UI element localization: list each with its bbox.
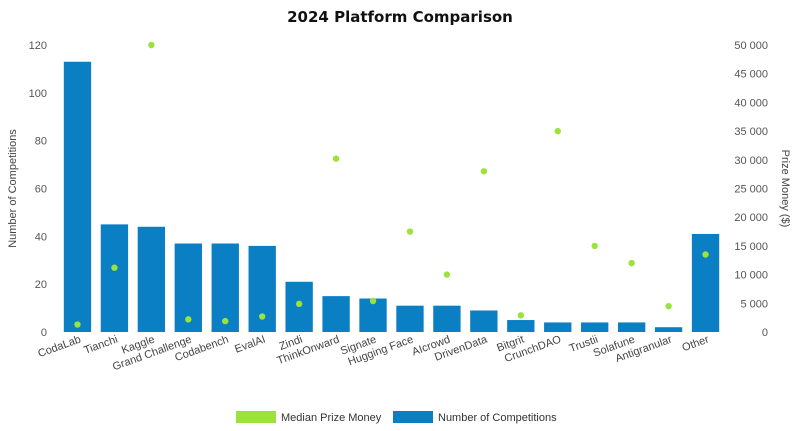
bar-aicrowd: [433, 305, 461, 332]
point-antigranular: [665, 302, 672, 310]
right-tick-label: 30 000: [734, 155, 768, 167]
category-label: Tianchi: [82, 334, 119, 357]
bar-antigranular: [654, 327, 683, 332]
left-axis-ticks: 0 20 40 60 80 100 120: [29, 40, 47, 339]
left-tick-label: 60: [35, 184, 47, 196]
right-tick-label: 35 000: [734, 126, 768, 138]
legend-swatch-median-prize: [236, 411, 276, 423]
bar-codalab: [63, 61, 92, 333]
bar-trustii: [581, 322, 609, 332]
right-axis-ticks: 0 5 000 10 000 15 000 20 000 25 000 30 000 35 0…: [734, 40, 768, 339]
point-thinkonward: [332, 155, 340, 162]
legend-swatch-competitions: [393, 411, 433, 423]
left-tick-label: 20: [35, 279, 47, 291]
point-aicrowd: [443, 271, 451, 278]
category-label: Other: [681, 333, 711, 354]
point-zindi: [295, 300, 303, 308]
y-axis-title: Number of Competitions: [7, 129, 19, 248]
point-grand-challenge: [185, 316, 192, 323]
point-evalai: [258, 313, 266, 320]
chart-title: 2024 Platform Comparison: [287, 8, 513, 26]
point-codabench: [222, 317, 229, 325]
y2-axis-title: Prize Money ($): [779, 150, 791, 228]
bar-series: [63, 61, 720, 333]
left-tick-label: 0: [41, 327, 47, 339]
left-tick-label: 120: [29, 40, 47, 52]
left-tick-label: 100: [29, 88, 47, 100]
bar-other: [691, 233, 720, 332]
bar-kaggle: [137, 226, 166, 332]
legend-label-median-prize: Median Prize Money: [281, 412, 382, 424]
bar-solafune: [617, 322, 646, 332]
right-tick-label: 0: [762, 327, 768, 339]
right-tick-label: 45 000: [734, 69, 768, 81]
right-tick-label: 40 000: [734, 97, 768, 109]
point-tianchi: [111, 264, 118, 271]
bar-tianchi: [100, 224, 129, 333]
point-solafune: [628, 259, 635, 267]
right-tick-label: 50 000: [734, 40, 768, 52]
bar-hugging-face: [396, 305, 424, 332]
right-tick-label: 10 000: [734, 270, 768, 282]
point-other: [702, 251, 709, 258]
right-tick-label: 20 000: [734, 212, 768, 224]
point-codalab: [74, 321, 81, 328]
point-drivendata: [480, 168, 488, 175]
right-tick-label: 5 000: [740, 298, 768, 310]
point-signate: [369, 297, 377, 305]
point-trustii: [591, 242, 598, 250]
bar-drivendata: [470, 310, 498, 332]
bar-crunchdao: [544, 322, 572, 332]
category-label: EvalAI: [233, 334, 267, 356]
right-tick-label: 15 000: [734, 241, 768, 253]
left-tick-label: 40: [35, 231, 47, 243]
point-hugging-face: [406, 228, 414, 235]
bar-bitgrit: [507, 320, 535, 332]
point-crunchdao: [554, 127, 561, 135]
scatter-series: [74, 41, 709, 328]
bar-codabench: [211, 243, 239, 332]
legend-label-competitions: Number of Competitions: [438, 412, 557, 424]
right-tick-label: 25 000: [734, 184, 768, 196]
point-bitgrit: [517, 312, 525, 319]
legend: Median Prize Money Number of Competition…: [236, 411, 557, 424]
bar-thinkonward: [322, 296, 350, 333]
point-kaggle: [148, 41, 155, 49]
left-tick-label: 80: [35, 136, 47, 148]
